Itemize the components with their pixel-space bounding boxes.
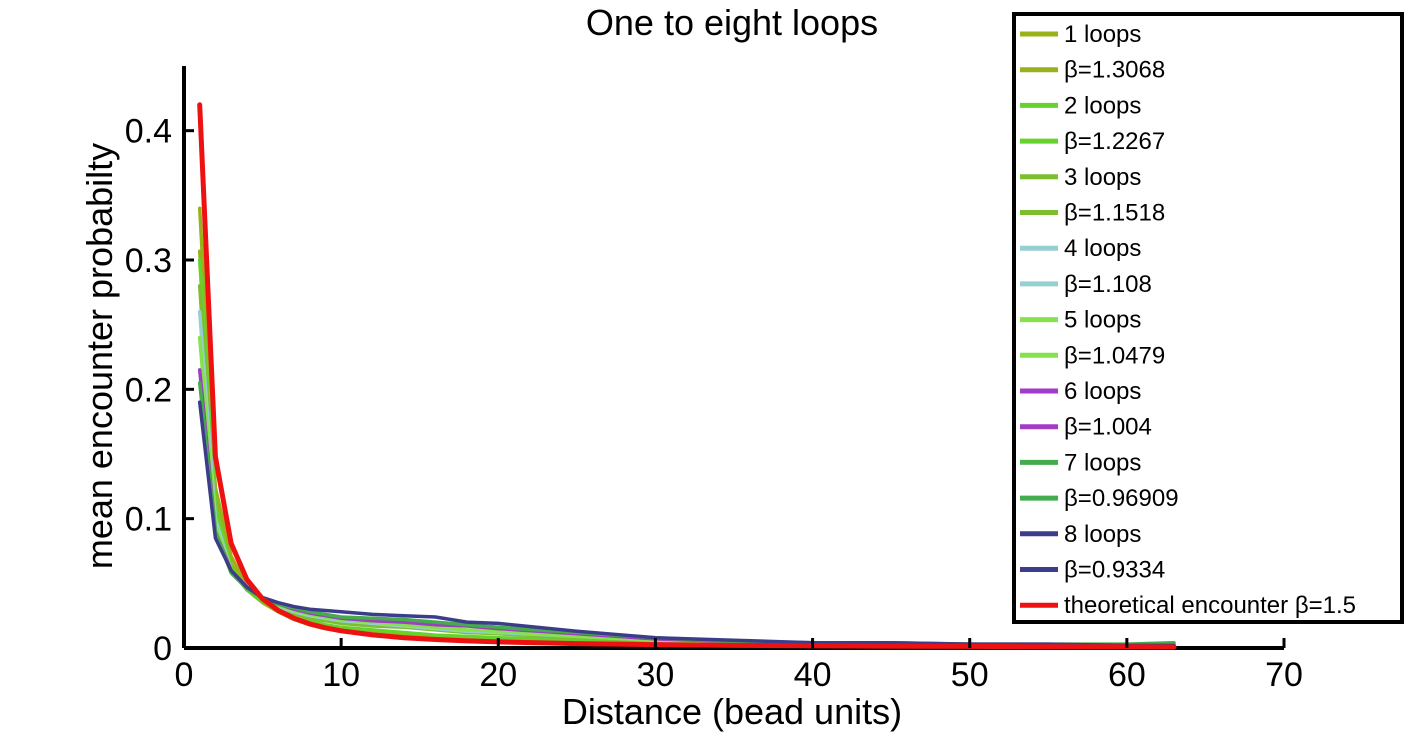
legend-label: β=1.108 xyxy=(1064,271,1152,298)
x-tick-label: 50 xyxy=(951,656,989,694)
series-line-10 xyxy=(197,102,1177,650)
y-ticks: 0 0.1 0.2 0.3 0.4 xyxy=(125,113,194,668)
plot-lines xyxy=(197,102,1177,650)
legend-label: 1 loops xyxy=(1064,21,1141,48)
legend-label: 8 loops xyxy=(1064,521,1141,548)
x-tick-label: 70 xyxy=(1265,656,1303,694)
y-tick-label: 0.3 xyxy=(125,242,172,280)
legend-label: 4 loops xyxy=(1064,235,1141,262)
y-axis-title: mean encounter probabilty xyxy=(79,143,120,569)
legend-label: β=1.1518 xyxy=(1064,200,1165,227)
legend-label: β=0.9334 xyxy=(1064,557,1165,584)
legend-label: 3 loops xyxy=(1064,164,1141,191)
y-tick-label: 0.2 xyxy=(125,371,172,409)
x-tick-label: 20 xyxy=(479,656,517,694)
legend-label: β=0.96909 xyxy=(1064,485,1179,512)
x-tick-label: 30 xyxy=(637,656,675,694)
x-tick-label: 10 xyxy=(322,656,360,694)
y-tick-label: 0.1 xyxy=(125,501,172,539)
y-tick-label: 0.4 xyxy=(125,113,172,151)
legend-label: β=1.0479 xyxy=(1064,342,1165,369)
chart-title: One to eight loops xyxy=(586,2,878,43)
legend-label: β=1.004 xyxy=(1064,414,1152,441)
x-tick-label: 40 xyxy=(794,656,832,694)
x-tick-label: 0 xyxy=(175,656,194,694)
legend-label: β=1.3068 xyxy=(1064,57,1165,84)
legend-label: theoretical encounter β=1.5 xyxy=(1064,592,1356,619)
x-ticks: 0 10 20 30 40 50 60 70 xyxy=(175,638,1303,694)
legend-label: 2 loops xyxy=(1064,92,1141,119)
legend-label: β=1.2267 xyxy=(1064,128,1165,155)
legend-label: 7 loops xyxy=(1064,449,1141,476)
legend: 1 loops β=1.3068 2 loops β=1.2267 3 loops β=1… xyxy=(1012,12,1404,624)
legend-box xyxy=(1012,12,1404,624)
legend-label: 5 loops xyxy=(1064,307,1141,334)
x-axis-title: Distance (bead units) xyxy=(562,691,902,732)
legend-label: 6 loops xyxy=(1064,378,1141,405)
y-tick-label: 0 xyxy=(153,630,172,668)
legend-items: 1 loops β=1.3068 2 loops β=1.2267 3 loops β=1… xyxy=(1020,21,1356,619)
x-tick-label: 60 xyxy=(1108,656,1146,694)
